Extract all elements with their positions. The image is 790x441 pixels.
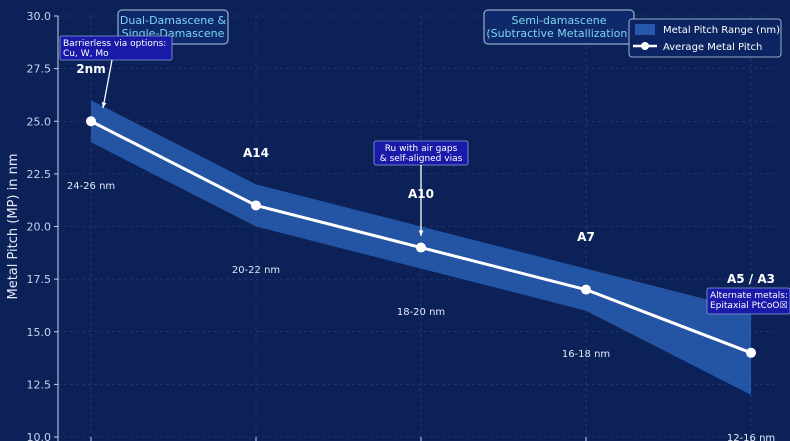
y-tick-label: 10.0 [27, 431, 52, 441]
era-label: Semi-damascene [512, 14, 607, 27]
y-tick-label: 17.5 [27, 273, 52, 286]
annotation-text: Ru with air gaps [385, 144, 458, 154]
data-point [746, 347, 756, 358]
y-tick-label: 20.0 [27, 221, 52, 234]
annotation-text: Alternate metals: [710, 291, 788, 301]
range-label: 24-26 nm [67, 181, 115, 192]
node-label: A14 [243, 146, 269, 160]
y-tick-label: 27.5 [27, 63, 52, 76]
era-label: (Subtractive Metallization) [486, 27, 631, 40]
range-label: 18-20 nm [397, 307, 445, 318]
node-label: A7 [577, 230, 595, 244]
range-label: 12-16 nm [727, 433, 775, 441]
legend-label-average: Average Metal Pitch [663, 42, 762, 53]
annotation-text: & self-aligned vias [380, 154, 463, 164]
axis: 10.0 12.5 15.0 17.5 20.0 22.5 25.0 27.5 30.0 Meta… [6, 10, 752, 441]
annotation-text: Cu, W, Mo [63, 49, 109, 59]
y-tick-label: 22.5 [27, 168, 52, 181]
annotation-arrowhead [101, 102, 107, 108]
y-tick-label: 15.0 [27, 326, 52, 339]
node-label: 2nm [76, 62, 105, 76]
annotation-text: Epitaxial PtCoO☒ [710, 301, 788, 311]
legend: Metal Pitch Range (nm) Average Metal Pitc… [628, 18, 782, 58]
annotation-box [59, 35, 173, 61]
legend-swatch-range [635, 24, 655, 35]
y-tick-label: 25.0 [27, 115, 52, 128]
annotation-text: Barrierless via options: [63, 39, 166, 49]
data-point [86, 116, 96, 127]
data-point [251, 200, 261, 211]
y-tick-label: 12.5 [27, 378, 52, 391]
plot-area [86, 100, 756, 395]
annotation-arrowhead [418, 230, 424, 236]
range-label: 20-22 nm [232, 265, 280, 276]
data-point [416, 242, 426, 253]
range-label: 16-18 nm [562, 349, 610, 360]
legend-swatch-marker [641, 42, 649, 50]
data-point [581, 284, 591, 295]
legend-label-range: Metal Pitch Range (nm) [663, 25, 780, 36]
era-label: Dual-Damascene & [120, 14, 227, 27]
y-tick-label: 30.0 [27, 10, 52, 23]
annotation-box [706, 287, 790, 315]
y-axis-title: Metal Pitch (MP) in nm [6, 153, 21, 299]
era-box [117, 9, 229, 45]
annotation-arrow [102, 59, 113, 109]
legend-box [628, 18, 782, 58]
node-label: A5 / A3 [727, 272, 775, 286]
